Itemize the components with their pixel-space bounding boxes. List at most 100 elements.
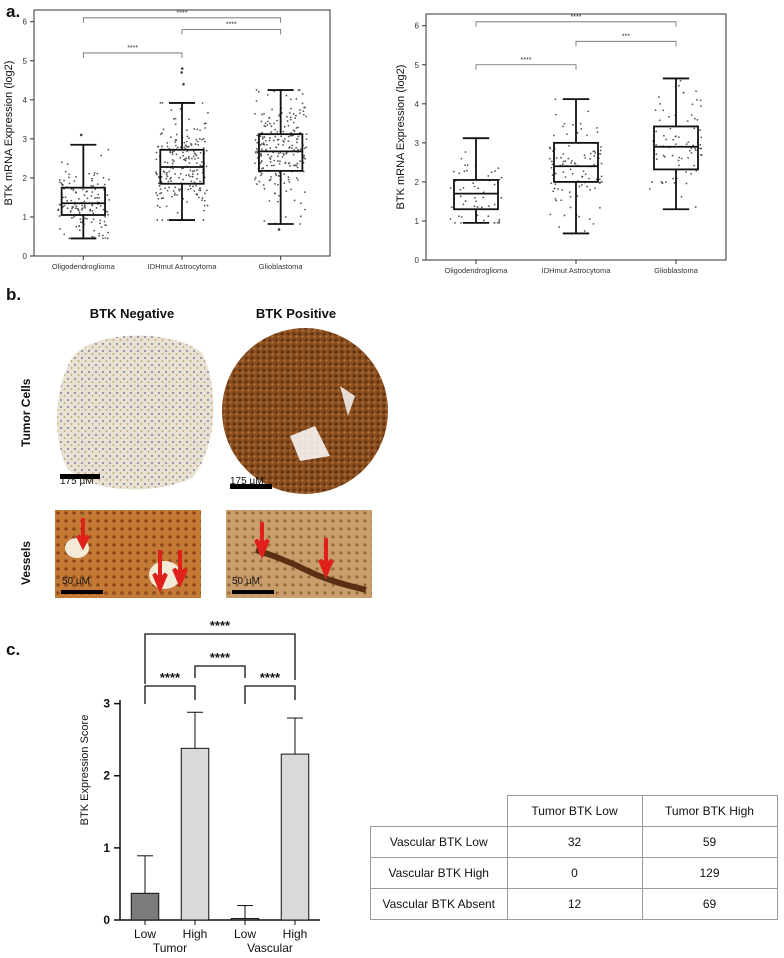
data-point: [167, 180, 170, 183]
data-point: [266, 143, 268, 146]
data-point: [272, 139, 275, 142]
data-point: [288, 181, 291, 183]
data-point: [288, 162, 291, 164]
data-point: [166, 145, 169, 148]
table-header-cell: Tumor BTK Low: [506, 795, 643, 827]
data-point: [93, 229, 96, 232]
data-point: [305, 138, 308, 141]
data-point: [694, 117, 696, 120]
data-point: [695, 90, 697, 93]
data-point: [162, 170, 165, 173]
data-point: [254, 176, 257, 179]
y-tick-label: 0: [103, 913, 110, 927]
data-point: [165, 177, 168, 180]
data-point: [282, 143, 284, 146]
data-point: [464, 164, 466, 167]
data-point: [589, 157, 592, 160]
data-point: [175, 139, 178, 142]
data-point: [199, 164, 202, 167]
data-point: [74, 207, 77, 210]
data-point: [267, 153, 269, 156]
data-point: [500, 176, 503, 179]
data-point: [273, 192, 276, 195]
data-point: [454, 222, 456, 224]
data-point: [551, 174, 554, 176]
data-point: [282, 139, 284, 142]
data-point: [295, 177, 298, 179]
data-point: [85, 190, 88, 193]
data-point: [498, 218, 501, 221]
data-point: [191, 173, 194, 176]
data-point: [302, 113, 305, 116]
data-point: [194, 143, 197, 145]
data-point: [500, 196, 503, 199]
data-point: [192, 185, 194, 188]
data-point: [194, 158, 196, 160]
data-point: [550, 166, 553, 169]
data-point: [263, 112, 265, 115]
significance-label: ****: [160, 670, 181, 685]
scale-label-tumor-positive: 175 µM: [230, 476, 264, 487]
data-point: [159, 188, 162, 191]
table-cell: Vascular BTK Absent: [370, 888, 508, 920]
data-point: [473, 197, 476, 199]
data-point: [166, 161, 169, 164]
scale-label-vessel-negative: 50 µM: [62, 576, 90, 587]
data-point: [292, 113, 295, 115]
data-point: [257, 90, 260, 93]
data-point: [578, 215, 581, 218]
data-point: [498, 220, 501, 223]
data-point: [196, 128, 199, 131]
data-point: [699, 143, 702, 146]
data-point: [554, 183, 557, 186]
data-point: [195, 184, 198, 187]
data-point: [264, 139, 267, 142]
data-point: [263, 187, 266, 190]
data-point: [196, 173, 199, 176]
data-point: [260, 143, 263, 145]
data-point: [172, 167, 174, 170]
table-cell: 0: [506, 857, 643, 889]
data-point: [497, 167, 500, 170]
data-point: [155, 191, 158, 194]
data-point: [63, 204, 66, 207]
data-point: [581, 184, 583, 186]
significance-bracket: [82, 17, 282, 23]
data-point: [160, 191, 163, 194]
data-point: [560, 156, 562, 159]
data-point: [287, 176, 290, 179]
data-point: [596, 131, 599, 134]
data-point: [86, 217, 88, 220]
data-point: [687, 141, 690, 144]
data-point: [71, 205, 74, 208]
data-point: [552, 190, 555, 193]
data-point: [203, 122, 206, 125]
data-point: [157, 182, 160, 185]
data-point: [100, 154, 103, 157]
data-point: [288, 165, 291, 167]
data-point: [657, 96, 660, 98]
data-point: [283, 154, 285, 156]
data-point: [266, 94, 269, 96]
data-point: [288, 111, 291, 114]
data-point: [293, 164, 295, 167]
data-point: [303, 147, 306, 150]
data-point: [191, 175, 194, 178]
y-tick-label: 2: [415, 178, 420, 187]
data-point: [205, 189, 208, 192]
data-point: [685, 143, 688, 146]
data-point: [171, 153, 174, 156]
data-point: [107, 213, 110, 216]
data-point: [198, 187, 201, 190]
data-point: [161, 219, 164, 221]
data-point: [297, 148, 299, 151]
data-point: [73, 216, 75, 218]
data-point: [99, 219, 102, 222]
data-point: [187, 156, 190, 158]
data-point: [285, 151, 288, 154]
data-point: [108, 198, 111, 201]
data-point: [297, 126, 299, 129]
data-point: [260, 174, 262, 177]
data-point: [68, 182, 71, 185]
data-point: [466, 169, 468, 172]
